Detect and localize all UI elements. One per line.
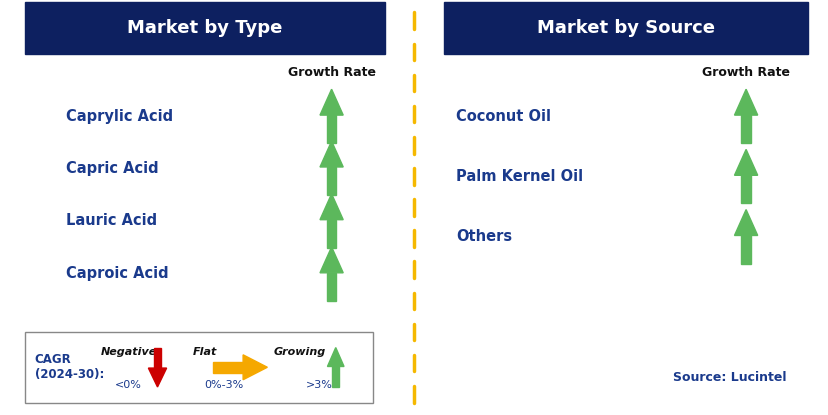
Text: Market by Type: Market by Type <box>128 19 282 37</box>
Polygon shape <box>734 149 757 175</box>
Text: Growing: Growing <box>273 347 326 357</box>
Polygon shape <box>320 141 343 167</box>
Polygon shape <box>320 89 343 115</box>
Polygon shape <box>326 167 336 195</box>
Text: CAGR: CAGR <box>35 353 71 366</box>
Text: Caprylic Acid: Caprylic Acid <box>66 109 173 124</box>
Text: Growth Rate: Growth Rate <box>701 66 789 79</box>
Text: Others: Others <box>455 229 512 244</box>
Polygon shape <box>153 348 161 368</box>
Text: Growth Rate: Growth Rate <box>287 66 375 79</box>
Polygon shape <box>326 115 336 143</box>
Polygon shape <box>740 115 750 143</box>
Polygon shape <box>740 235 750 264</box>
Text: 0%-3%: 0%-3% <box>204 380 243 390</box>
Polygon shape <box>148 368 166 387</box>
Polygon shape <box>734 210 757 235</box>
Text: Source: Lucintel: Source: Lucintel <box>672 371 785 384</box>
Text: Negative: Negative <box>100 347 156 357</box>
Polygon shape <box>243 355 267 380</box>
FancyBboxPatch shape <box>443 2 807 54</box>
Polygon shape <box>320 194 343 220</box>
Polygon shape <box>327 348 344 366</box>
Text: (2024-30):: (2024-30): <box>35 368 104 381</box>
Text: Palm Kernel Oil: Palm Kernel Oil <box>455 169 582 184</box>
Polygon shape <box>332 366 339 387</box>
Polygon shape <box>740 175 750 203</box>
Polygon shape <box>320 247 343 273</box>
Text: Market by Source: Market by Source <box>537 19 714 37</box>
Polygon shape <box>734 89 757 115</box>
Text: <0%: <0% <box>115 380 142 390</box>
Polygon shape <box>214 362 243 373</box>
FancyBboxPatch shape <box>25 332 373 403</box>
Text: Capric Acid: Capric Acid <box>66 161 159 176</box>
Text: Caproic Acid: Caproic Acid <box>66 266 169 281</box>
Text: Coconut Oil: Coconut Oil <box>455 109 551 124</box>
Text: Flat: Flat <box>192 347 217 357</box>
FancyBboxPatch shape <box>25 2 385 54</box>
Polygon shape <box>326 220 336 248</box>
Polygon shape <box>326 273 336 301</box>
Text: >3%: >3% <box>306 380 332 390</box>
Text: Lauric Acid: Lauric Acid <box>66 213 157 228</box>
